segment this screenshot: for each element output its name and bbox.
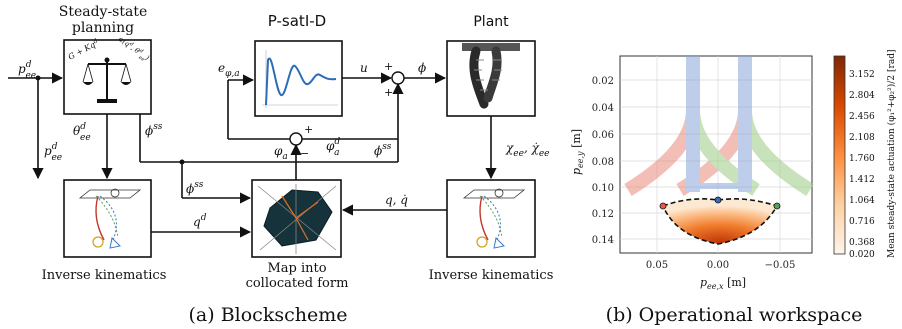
balance-scale-icon bbox=[82, 57, 132, 103]
fb-plus-sign: + bbox=[304, 123, 313, 136]
map-label-1: Map into bbox=[267, 261, 326, 276]
xtick-1: 0.00 bbox=[707, 260, 729, 271]
xtick-0: 0.05 bbox=[646, 260, 668, 271]
fb-minus-sign: − bbox=[300, 147, 309, 160]
xtick-2: −0.05 bbox=[765, 260, 796, 271]
varphi-a-d-label: φd a bbox=[326, 137, 340, 158]
robot-arm-sketch-icon-2 bbox=[462, 188, 526, 249]
ik-left-label: Inverse kinematics bbox=[42, 268, 167, 283]
steady-state-title: Steady-state bbox=[59, 4, 148, 20]
cbtick-0: 3.152 bbox=[849, 70, 875, 80]
ytick-2: 0.06 bbox=[592, 130, 614, 141]
planning-title: planning bbox=[72, 20, 134, 36]
soft-robot-photo-icon bbox=[462, 43, 520, 109]
ytick-1: 0.04 bbox=[592, 103, 614, 114]
e-phi-a-label: eφ,a bbox=[218, 61, 240, 79]
pd-ik-label: pd ee bbox=[44, 142, 62, 163]
sum-plus-top: + bbox=[384, 60, 393, 73]
step-response-icon bbox=[262, 50, 338, 108]
cbtick-6: 1.064 bbox=[849, 196, 875, 206]
q-qdot-label: q, q̇ bbox=[385, 193, 408, 207]
arm-pose-overlays bbox=[624, 56, 814, 196]
phi-label: ϕ bbox=[418, 61, 426, 75]
x-ticks: 0.05 0.00 −0.05 bbox=[646, 260, 795, 271]
caption-b: (b) Operational workspace bbox=[606, 304, 863, 326]
polytope-icon bbox=[257, 184, 337, 254]
caption-a: (a) Blockscheme bbox=[189, 304, 348, 326]
colorbar bbox=[833, 55, 846, 255]
workspace-plot: 0.02 0.04 0.06 0.08 0.10 0.12 0.14 0.05 … bbox=[570, 50, 897, 327]
colorbar-label: Mean steady-state actuation(φ₁²+φ₂²)/2[r… bbox=[886, 50, 897, 259]
feedback-sum-junction bbox=[289, 132, 303, 146]
ytick-0: 0.02 bbox=[592, 76, 614, 87]
ytick-3: 0.08 bbox=[592, 157, 614, 168]
x-axis-label: pee,x [m] bbox=[700, 276, 746, 291]
cbtick-7: 0.716 bbox=[849, 217, 875, 227]
sum-plus-bottom: + bbox=[384, 86, 393, 99]
phiss-label-3: ϕss bbox=[374, 142, 392, 158]
y-axis-label: pee,y [m] bbox=[570, 129, 585, 175]
cbtick-3: 2.108 bbox=[849, 133, 875, 143]
cbtick-2: 2.456 bbox=[849, 112, 875, 122]
cbtick-8: 0.368 bbox=[849, 238, 875, 248]
colorbar-ticks: 3.152 2.804 2.456 2.108 1.760 1.412 1.06… bbox=[849, 70, 875, 260]
robot-arm-sketch-icon bbox=[78, 188, 142, 249]
input-pd-label: pd ee bbox=[18, 60, 36, 81]
phiss-label-1: ϕss bbox=[145, 122, 163, 138]
cbtick-9: 0.020 bbox=[849, 250, 875, 260]
phiss-label-2: ϕss bbox=[186, 180, 204, 196]
actuation-sum-junction bbox=[391, 71, 405, 85]
ytick-6: 0.14 bbox=[592, 235, 614, 246]
theta-label: θd ee bbox=[73, 122, 91, 143]
y-ticks: 0.02 0.04 0.06 0.08 0.10 0.12 0.14 bbox=[592, 76, 614, 246]
controller-title: P-satI-D bbox=[268, 12, 326, 30]
ik-right-label: Inverse kinematics bbox=[429, 268, 554, 283]
ytick-4: 0.10 bbox=[592, 183, 614, 194]
ytick-5: 0.12 bbox=[592, 209, 614, 220]
blockscheme: Steady-state planning G + Kqd α(qd, θdee… bbox=[8, 4, 553, 326]
chi-label: χee, χ̇ee bbox=[505, 141, 550, 159]
cbtick-4: 1.760 bbox=[849, 154, 875, 164]
varphi-a-label: φa bbox=[274, 144, 288, 162]
qd-label: qd bbox=[193, 213, 207, 229]
u-label: u bbox=[360, 61, 368, 75]
plant-title: Plant bbox=[473, 14, 509, 30]
map-label-2: collocated form bbox=[246, 276, 349, 291]
cbtick-5: 1.412 bbox=[849, 175, 875, 185]
cbtick-1: 2.804 bbox=[849, 91, 875, 101]
